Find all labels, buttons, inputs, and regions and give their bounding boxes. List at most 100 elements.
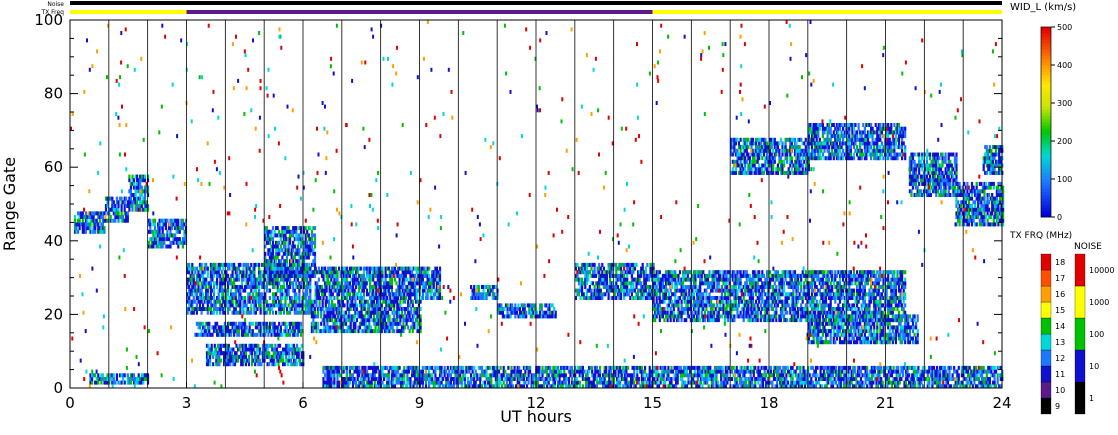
backscatter-cell <box>369 314 372 319</box>
backscatter-cell <box>264 244 267 249</box>
backscatter-cell <box>537 314 540 319</box>
backscatter-cell <box>767 285 770 289</box>
backscatter-cell <box>155 233 158 238</box>
backscatter-cell <box>198 296 202 300</box>
backscatter-cell <box>708 285 711 289</box>
backscatter-cell <box>672 270 675 275</box>
backscatter-cell <box>856 288 859 293</box>
backscatter-cell <box>259 310 262 315</box>
backscatter-cell <box>296 262 299 267</box>
backscatter-cell <box>767 273 770 278</box>
backscatter-cell <box>692 318 696 323</box>
backscatter-cell <box>514 307 517 311</box>
backscatter-cell <box>186 296 189 300</box>
backscatter-cell <box>273 325 276 330</box>
backscatter-cell <box>406 285 409 289</box>
backscatter-cell <box>778 281 781 286</box>
backscatter-cell <box>623 292 626 297</box>
backscatter-cell <box>755 285 758 289</box>
backscatter-cell <box>373 292 376 297</box>
backscatter-cell <box>716 303 719 308</box>
backscatter-cell <box>234 325 237 330</box>
backscatter-cell <box>390 321 393 326</box>
backscatter-cell <box>287 310 290 315</box>
backscatter-cell <box>596 296 599 300</box>
backscatter-cell <box>287 266 290 271</box>
backscatter-cell <box>315 329 318 334</box>
backscatter-cell <box>728 281 731 286</box>
backscatter-cell <box>251 329 254 334</box>
backscatter-cell <box>380 321 383 326</box>
backscatter-cell <box>270 233 273 238</box>
backscatter-cell <box>317 325 320 330</box>
backscatter-cell <box>372 270 375 275</box>
backscatter-cell <box>292 299 295 304</box>
backscatter-cell <box>685 318 688 323</box>
backscatter-cell <box>658 303 661 308</box>
backscatter-cell <box>733 307 736 311</box>
backscatter-cell <box>637 296 640 300</box>
backscatter-cell <box>223 354 226 359</box>
backscatter-cell <box>407 299 410 304</box>
backscatter-cell <box>228 303 231 308</box>
backscatter-cell <box>630 288 633 293</box>
backscatter-cell <box>767 318 770 323</box>
backscatter-cell <box>804 307 807 311</box>
backscatter-cell <box>849 277 852 282</box>
backscatter-cell <box>175 237 178 242</box>
backscatter-cell <box>219 262 222 267</box>
backscatter-cell <box>577 281 581 286</box>
backscatter-cell <box>423 273 426 278</box>
backscatter-cell <box>848 292 851 297</box>
backscatter-cell <box>610 296 613 300</box>
backscatter-cell <box>312 270 315 275</box>
backscatter-cell <box>609 273 612 278</box>
backscatter-cell <box>646 273 649 278</box>
backscatter-cell <box>783 303 786 308</box>
backscatter-cell <box>383 321 386 326</box>
backscatter-cell <box>279 292 282 297</box>
backscatter-cell <box>227 347 230 352</box>
backscatter-cell <box>334 273 337 278</box>
backscatter-cell <box>770 299 773 304</box>
backscatter-cell <box>745 310 748 315</box>
backscatter-cell <box>278 248 281 253</box>
backscatter-cell <box>264 273 267 278</box>
backscatter-cell <box>582 262 585 267</box>
backscatter-cell <box>351 277 355 282</box>
txfreq-segment <box>70 10 187 14</box>
backscatter-cell <box>315 299 318 304</box>
backscatter-cell <box>372 314 376 319</box>
backscatter-cell <box>384 292 387 297</box>
backscatter-cell <box>291 347 294 352</box>
backscatter-cell <box>369 329 372 334</box>
backscatter-cell <box>706 318 710 323</box>
backscatter-cell <box>710 273 713 278</box>
backscatter-cell <box>714 270 717 275</box>
backscatter-cell <box>271 329 275 334</box>
backscatter-cell <box>327 303 331 308</box>
backscatter-cell <box>267 229 270 234</box>
backscatter-cell <box>355 318 358 323</box>
backscatter-cell <box>484 285 487 289</box>
backscatter-cell <box>226 321 230 326</box>
backscatter-cell <box>259 292 262 297</box>
backscatter-cell <box>713 310 716 315</box>
backscatter-cell <box>245 270 248 275</box>
backscatter-cell <box>383 285 386 289</box>
backscatter-cell <box>338 285 341 289</box>
backscatter-cell <box>381 277 384 282</box>
backscatter-cell <box>380 310 383 315</box>
backscatter-cell <box>365 288 369 293</box>
backscatter-cell <box>826 277 829 282</box>
backscatter-cell <box>402 318 405 323</box>
backscatter-cell <box>343 314 346 319</box>
backscatter-cell <box>240 307 244 311</box>
backscatter-cell <box>285 296 289 300</box>
backscatter-cell <box>94 229 97 234</box>
backscatter-cell <box>733 299 736 304</box>
backscatter-cell <box>314 266 317 271</box>
backscatter-cell <box>742 273 745 278</box>
backscatter-cell <box>669 299 672 304</box>
backscatter-cell <box>414 307 417 311</box>
